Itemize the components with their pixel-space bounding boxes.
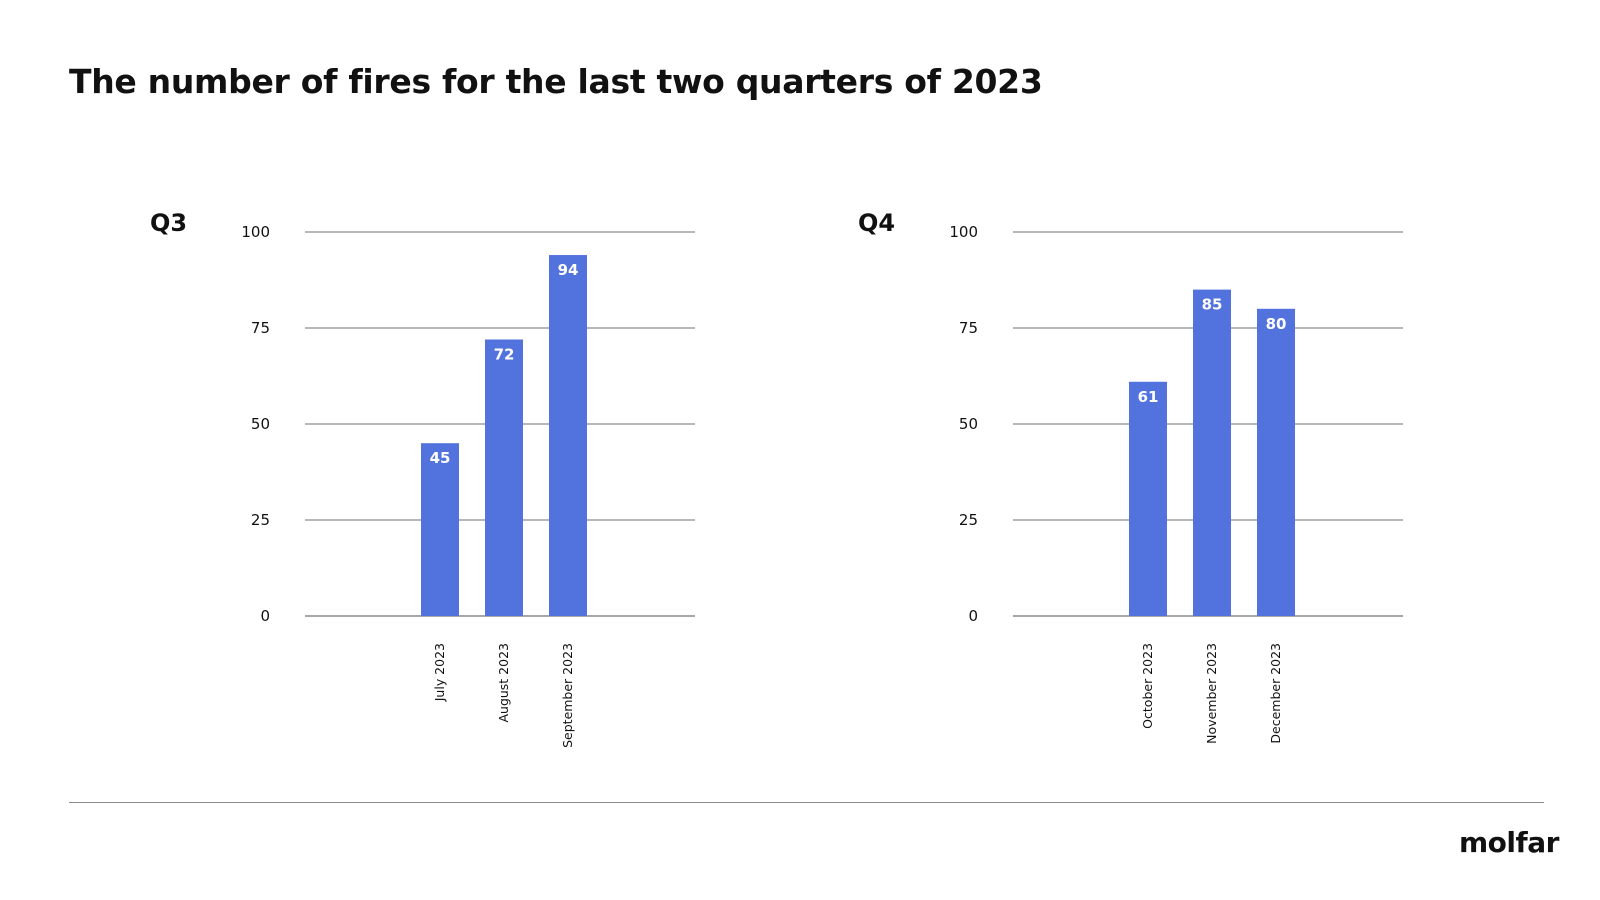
q3-data-label: 72	[494, 346, 515, 364]
q4-category-label: December 2023	[1268, 643, 1283, 744]
q4-bar	[1257, 308, 1295, 616]
chart-q3-svg: Q3 0 25 50 75 100 45 July 2023 72 August 2023 94 Se…	[150, 209, 695, 748]
q4-chart-label: Q4	[858, 209, 895, 237]
q3-y-tick-label: 50	[251, 415, 270, 433]
brand-logo: molfar	[1459, 826, 1559, 859]
q3-chart-label: Q3	[150, 209, 187, 237]
q3-data-label: 94	[558, 261, 579, 279]
chart-q3: Q3 0 25 50 75 100 45 July 2023 72 August 2023 94 Se…	[140, 200, 860, 760]
q4-bar	[1193, 289, 1231, 616]
q4-bar	[1129, 381, 1167, 616]
chart-q4-svg: Q4 0 25 50 75 100 61 October 2023 85 November 202…	[858, 209, 1403, 744]
q3-data-label: 45	[430, 449, 451, 467]
q3-category-label: September 2023	[560, 643, 575, 748]
q3-y-tick-label: 25	[251, 511, 270, 529]
q3-y-tick-label: 75	[251, 319, 270, 337]
q3-category-label: July 2023	[432, 643, 447, 702]
q3-y-tick-label: 0	[260, 607, 270, 625]
q4-y-tick-label: 0	[968, 607, 978, 625]
page-title: The number of fires for the last two qua…	[69, 62, 1043, 101]
q4-y-tick-label: 50	[959, 415, 978, 433]
q4-category-label: November 2023	[1204, 643, 1219, 744]
footer-divider	[69, 802, 1544, 803]
q4-y-tick-label: 75	[959, 319, 978, 337]
q4-category-label: October 2023	[1140, 643, 1155, 729]
q4-data-label: 80	[1266, 315, 1287, 333]
q3-category-label: August 2023	[496, 643, 511, 723]
q3-bar	[549, 255, 587, 616]
q3-bar	[485, 339, 523, 616]
chart-q4: Q4 0 25 50 75 100 61 October 2023 85 November 202…	[848, 200, 1568, 760]
q4-y-tick-label: 100	[949, 223, 978, 241]
q4-data-label: 85	[1202, 296, 1223, 314]
q3-bar	[421, 443, 459, 616]
q4-data-label: 61	[1138, 388, 1159, 406]
q4-y-tick-label: 25	[959, 511, 978, 529]
q3-y-tick-label: 100	[241, 223, 270, 241]
